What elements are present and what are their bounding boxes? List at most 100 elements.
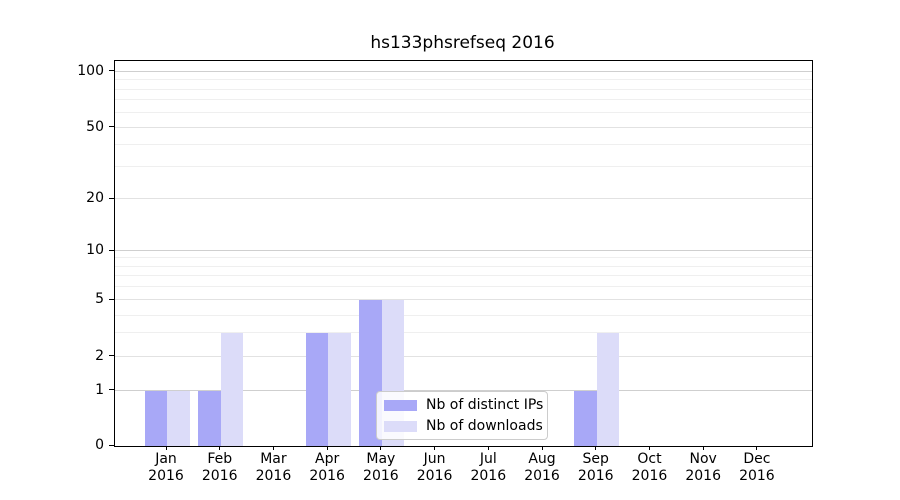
gridline-major-2 [115, 355, 812, 357]
y-tick-50 [109, 126, 114, 127]
bar-nb-of-downloads-sep [596, 333, 620, 446]
y-tick-label-2: 2 [95, 347, 104, 364]
gridline-minor-70 [115, 99, 812, 101]
gridline-major-50 [115, 126, 812, 128]
y-tick-20 [109, 197, 114, 199]
x-label-year-apr: 2016 [309, 468, 345, 484]
y-tick-10 [109, 249, 114, 251]
bar-nb-of-downloads-apr [328, 333, 351, 446]
x-label-month-feb: Feb [207, 451, 233, 467]
bar-nb-of-distinct-ips-apr [305, 333, 329, 446]
gridline-major-100 [115, 70, 812, 72]
bar-nb-of-downloads-feb [220, 333, 244, 446]
x-tick-aug [541, 446, 543, 450]
x-tick-label-dec: Dec 2016 [725, 451, 789, 485]
x-label-year-jan: 2016 [148, 468, 184, 484]
x-tick-sep [595, 446, 597, 450]
gridline-minor-6 [115, 286, 812, 287]
x-tick-dec [756, 446, 758, 450]
x-tick-label-jun: Jun 2016 [403, 451, 467, 485]
legend-swatch-distinct-ips [384, 399, 417, 411]
x-tick-label-apr: Apr 2016 [295, 451, 359, 485]
y-tick-100 [109, 70, 114, 71]
bar-nb-of-distinct-ips-sep [574, 390, 597, 446]
y-tick-label-20: 20 [86, 190, 104, 206]
y-tick-0 [109, 444, 114, 446]
x-label-month-apr: Apr [315, 451, 340, 467]
y-tick-label-10: 10 [86, 242, 104, 258]
x-tick-label-mar: Mar 2016 [241, 451, 305, 485]
x-tick-label-may: May 2016 [349, 451, 413, 485]
gridline-minor-4 [115, 314, 812, 316]
x-tick-apr [326, 446, 328, 450]
gridline-major-10 [115, 250, 812, 251]
gridline-minor-8 [115, 265, 812, 267]
x-label-year-jul: 2016 [470, 468, 507, 484]
x-label-month-dec: Dec [743, 451, 771, 467]
x-label-month-aug: Aug [528, 451, 556, 467]
chart-title: hs133phsrefseq 2016 [370, 33, 555, 53]
legend-label-distinct-ips: Nb of distinct IPs [426, 397, 544, 413]
x-tick-label-nov: Nov 2016 [671, 451, 735, 485]
plot-area [114, 60, 813, 447]
gridline-minor-3 [115, 332, 812, 333]
x-label-month-may: May [366, 451, 396, 467]
y-tick-2 [109, 355, 114, 356]
x-label-month-oct: Oct [637, 451, 662, 467]
x-label-year-nov: 2016 [685, 468, 721, 484]
y-tick-label-100: 100 [77, 62, 104, 79]
bar-nb-of-distinct-ips-jan [144, 390, 167, 446]
x-tick-label-jul: Jul 2016 [456, 451, 520, 485]
x-label-month-jan: Jan [155, 451, 177, 467]
legend: Nb of distinct IPs Nb of downloads [376, 391, 548, 440]
x-tick-nov [702, 446, 704, 450]
gridline-minor-7 [115, 275, 812, 276]
x-label-year-may: 2016 [363, 468, 399, 484]
gridline-major-1 [115, 389, 812, 391]
x-label-month-mar: Mar [260, 451, 287, 467]
legend-item-downloads: Nb of downloads [384, 418, 543, 434]
x-label-month-jun: Jun [423, 451, 446, 467]
y-tick-label-5: 5 [95, 291, 104, 307]
y-tick-5 [109, 298, 114, 300]
gridline-minor-30 [115, 166, 812, 168]
x-tick-jul [487, 446, 489, 450]
x-label-year-dec: 2016 [739, 468, 775, 484]
x-tick-jun [434, 446, 436, 450]
x-tick-oct [648, 446, 650, 450]
x-label-year-mar: 2016 [255, 468, 292, 484]
gridline-minor-90 [115, 79, 812, 80]
bar-nb-of-distinct-ips-feb [198, 390, 221, 446]
x-label-month-nov: Nov [689, 451, 717, 467]
gridline-major-20 [115, 198, 812, 199]
gridline-minor-60 [115, 111, 812, 113]
x-tick-label-sep: Sep 2016 [564, 451, 628, 485]
x-tick-may [380, 446, 382, 450]
y-tick-1 [109, 389, 114, 390]
legend-swatch-downloads [384, 420, 417, 432]
y-tick-label-1: 1 [95, 381, 104, 398]
x-label-year-feb: 2016 [201, 468, 238, 484]
x-tick-label-feb: Feb 2016 [188, 451, 252, 485]
x-label-year-oct: 2016 [631, 468, 668, 484]
gridline-minor-80 [115, 88, 812, 90]
x-tick-mar [272, 446, 274, 450]
legend-item-distinct-ips: Nb of distinct IPs [384, 397, 544, 413]
gridline-major-5 [115, 299, 812, 300]
x-tick-label-aug: Aug 2016 [510, 451, 574, 485]
x-label-year-aug: 2016 [524, 468, 560, 484]
y-tick-label-0: 0 [95, 437, 104, 453]
legend-label-downloads: Nb of downloads [426, 418, 543, 434]
x-tick-label-oct: Oct 2016 [617, 451, 681, 485]
x-label-year-sep: 2016 [577, 468, 614, 484]
x-tick-feb [219, 446, 221, 450]
gridline-minor-9 [115, 257, 812, 259]
x-tick-label-jan: Jan 2016 [134, 451, 198, 485]
x-label-month-sep: Sep [582, 451, 609, 467]
y-tick-label-50: 50 [86, 118, 104, 135]
x-tick-jan [165, 446, 167, 450]
x-label-year-jun: 2016 [416, 468, 453, 484]
gridline-minor-40 [115, 143, 812, 145]
bar-nb-of-downloads-jan [167, 390, 190, 446]
